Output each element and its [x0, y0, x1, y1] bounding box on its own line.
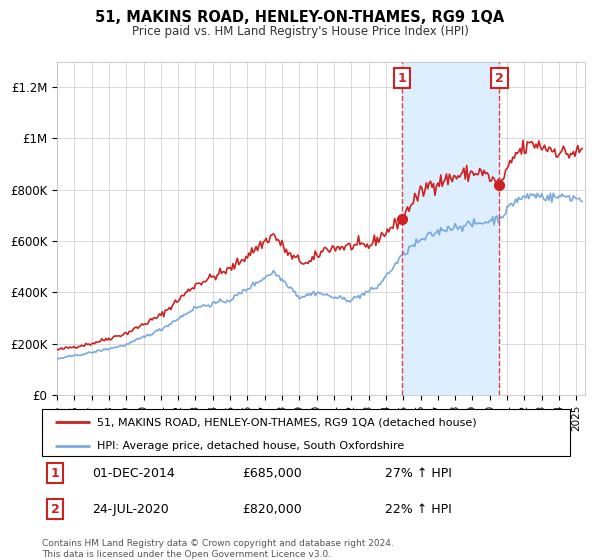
Bar	[402, 62, 499, 395]
Text: This data is licensed under the Open Government Licence v3.0.: This data is licensed under the Open Gov…	[42, 550, 331, 559]
Text: 1: 1	[51, 467, 59, 480]
Text: Price paid vs. HM Land Registry's House Price Index (HPI): Price paid vs. HM Land Registry's House …	[131, 25, 469, 38]
Text: 01-DEC-2014: 01-DEC-2014	[92, 467, 175, 480]
Text: HPI: Average price, detached house, South Oxfordshire: HPI: Average price, detached house, Sout…	[97, 441, 404, 451]
Text: Contains HM Land Registry data © Crown copyright and database right 2024.: Contains HM Land Registry data © Crown c…	[42, 539, 394, 548]
Text: 27% ↑ HPI: 27% ↑ HPI	[385, 467, 452, 480]
Text: 22% ↑ HPI: 22% ↑ HPI	[385, 503, 452, 516]
Text: 51, MAKINS ROAD, HENLEY-ON-THAMES, RG9 1QA: 51, MAKINS ROAD, HENLEY-ON-THAMES, RG9 1…	[95, 10, 505, 25]
Point	[397, 214, 407, 223]
Text: £820,000: £820,000	[242, 503, 302, 516]
Text: 24-JUL-2020: 24-JUL-2020	[92, 503, 169, 516]
Text: 2: 2	[51, 503, 59, 516]
FancyBboxPatch shape	[42, 409, 570, 456]
Text: £685,000: £685,000	[242, 467, 302, 480]
Point	[494, 180, 504, 189]
Text: 51, MAKINS ROAD, HENLEY-ON-THAMES, RG9 1QA (detached house): 51, MAKINS ROAD, HENLEY-ON-THAMES, RG9 1…	[97, 417, 477, 427]
Text: 1: 1	[397, 72, 406, 85]
Text: 2: 2	[495, 72, 504, 85]
